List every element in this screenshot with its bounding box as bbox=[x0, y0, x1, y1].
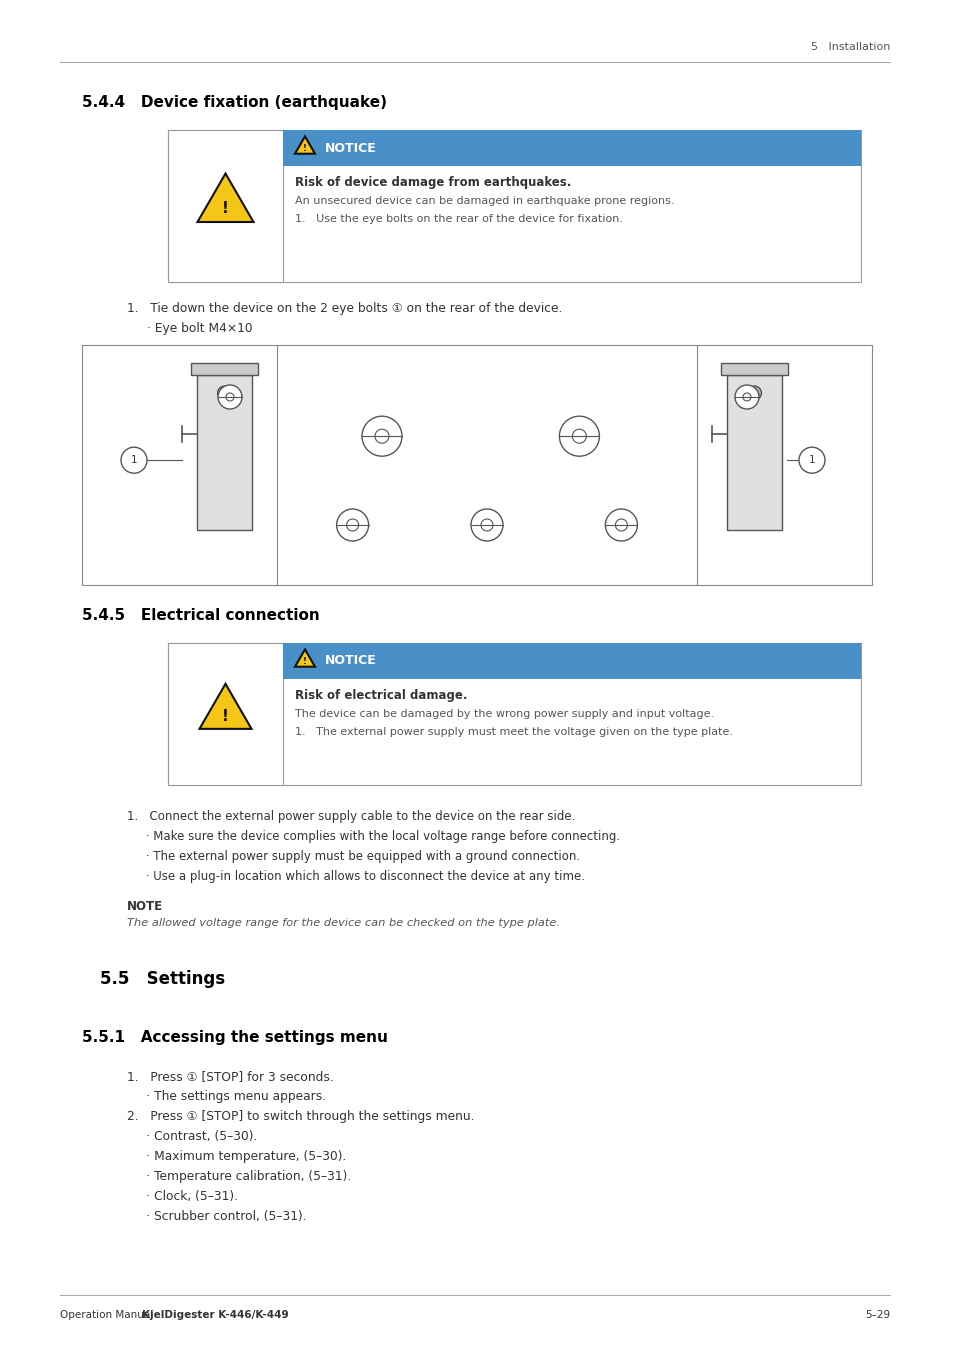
Text: 5.5   Settings: 5.5 Settings bbox=[100, 971, 225, 988]
Text: Risk of electrical damage.: Risk of electrical damage. bbox=[294, 688, 467, 702]
Text: 5.4.4   Device fixation (earthquake): 5.4.4 Device fixation (earthquake) bbox=[82, 95, 387, 109]
Text: 5.4.5   Electrical connection: 5.4.5 Electrical connection bbox=[82, 608, 319, 622]
Text: · Maximum temperature, (5–30).: · Maximum temperature, (5–30). bbox=[127, 1150, 346, 1162]
Circle shape bbox=[121, 447, 147, 474]
Text: · Contrast, (5–30).: · Contrast, (5–30). bbox=[127, 1130, 257, 1143]
Text: KjelDigester K-446/K-449: KjelDigester K-446/K-449 bbox=[142, 1310, 289, 1320]
Circle shape bbox=[572, 429, 586, 443]
Text: An unsecured device can be damaged in earthquake prone regions.: An unsecured device can be damaged in ea… bbox=[294, 196, 674, 207]
Text: 2.   Press ① [STOP] to switch through the settings menu.: 2. Press ① [STOP] to switch through the … bbox=[127, 1110, 474, 1123]
Text: 1.   Tie down the device on the 2 eye bolts ① on the rear of the device.: 1. Tie down the device on the 2 eye bolt… bbox=[127, 302, 561, 315]
Text: NOTE: NOTE bbox=[127, 900, 163, 913]
Bar bbox=[168, 643, 861, 784]
Text: !: ! bbox=[222, 201, 229, 216]
Text: !: ! bbox=[222, 709, 229, 724]
Polygon shape bbox=[294, 136, 314, 154]
Circle shape bbox=[605, 509, 637, 541]
Text: NOTICE: NOTICE bbox=[325, 655, 376, 667]
Circle shape bbox=[226, 393, 233, 401]
Text: · Use a plug-in location which allows to disconnect the device at any time.: · Use a plug-in location which allows to… bbox=[127, 869, 584, 883]
Polygon shape bbox=[197, 174, 253, 221]
Text: · Temperature calibration, (5–31).: · Temperature calibration, (5–31). bbox=[127, 1170, 351, 1183]
Circle shape bbox=[346, 518, 358, 531]
Bar bbox=[196, 375, 252, 531]
Text: The allowed voltage range for the device can be checked on the type plate.: The allowed voltage range for the device… bbox=[127, 918, 559, 927]
Text: 5.5.1   Accessing the settings menu: 5.5.1 Accessing the settings menu bbox=[82, 1030, 388, 1045]
Text: · The settings menu appears.: · The settings menu appears. bbox=[127, 1089, 326, 1103]
Bar bbox=[191, 363, 257, 375]
Text: NOTICE: NOTICE bbox=[325, 142, 376, 154]
Circle shape bbox=[558, 416, 598, 456]
Text: · Make sure the device complies with the local voltage range before connecting.: · Make sure the device complies with the… bbox=[127, 830, 619, 842]
Circle shape bbox=[799, 447, 824, 474]
Bar bbox=[168, 130, 283, 282]
Bar bbox=[82, 346, 871, 585]
Polygon shape bbox=[199, 684, 252, 729]
Text: 1.   Press ① [STOP] for 3 seconds.: 1. Press ① [STOP] for 3 seconds. bbox=[127, 1071, 334, 1083]
Circle shape bbox=[336, 509, 368, 541]
Text: Risk of device damage from earthquakes.: Risk of device damage from earthquakes. bbox=[294, 176, 571, 189]
Bar bbox=[168, 130, 861, 282]
Text: 1.   Use the eye bolts on the rear of the device for fixation.: 1. Use the eye bolts on the rear of the … bbox=[294, 215, 622, 224]
Text: · Eye bolt M4×10: · Eye bolt M4×10 bbox=[147, 323, 253, 335]
Bar bbox=[726, 375, 781, 531]
Bar bbox=[168, 643, 283, 784]
Text: 1.   The external power supply must meet the voltage given on the type plate.: 1. The external power supply must meet t… bbox=[294, 728, 732, 737]
Circle shape bbox=[742, 393, 750, 401]
Circle shape bbox=[361, 416, 401, 456]
Circle shape bbox=[615, 518, 627, 531]
Circle shape bbox=[734, 385, 759, 409]
Bar bbox=[720, 363, 787, 375]
Text: 1: 1 bbox=[808, 455, 815, 466]
Circle shape bbox=[217, 386, 232, 400]
Text: · The external power supply must be equipped with a ground connection.: · The external power supply must be equi… bbox=[127, 850, 579, 863]
Text: 5   Installation: 5 Installation bbox=[810, 42, 889, 53]
Text: 1.   Connect the external power supply cable to the device on the rear side.: 1. Connect the external power supply cab… bbox=[127, 810, 575, 824]
Circle shape bbox=[480, 518, 493, 531]
Polygon shape bbox=[294, 649, 314, 667]
Text: !: ! bbox=[303, 657, 307, 667]
Circle shape bbox=[375, 429, 389, 443]
Text: · Scrubber control, (5–31).: · Scrubber control, (5–31). bbox=[127, 1210, 306, 1223]
Text: !: ! bbox=[303, 144, 307, 154]
Text: · Clock, (5–31).: · Clock, (5–31). bbox=[127, 1189, 237, 1203]
Bar bbox=[283, 130, 861, 166]
Text: 5–29: 5–29 bbox=[864, 1310, 889, 1320]
Circle shape bbox=[218, 385, 242, 409]
Circle shape bbox=[471, 509, 502, 541]
Text: Operation Manual: Operation Manual bbox=[60, 1310, 153, 1320]
Bar bbox=[283, 643, 861, 679]
Circle shape bbox=[747, 386, 760, 400]
Text: The device can be damaged by the wrong power supply and input voltage.: The device can be damaged by the wrong p… bbox=[294, 709, 714, 720]
Text: 1: 1 bbox=[131, 455, 137, 466]
